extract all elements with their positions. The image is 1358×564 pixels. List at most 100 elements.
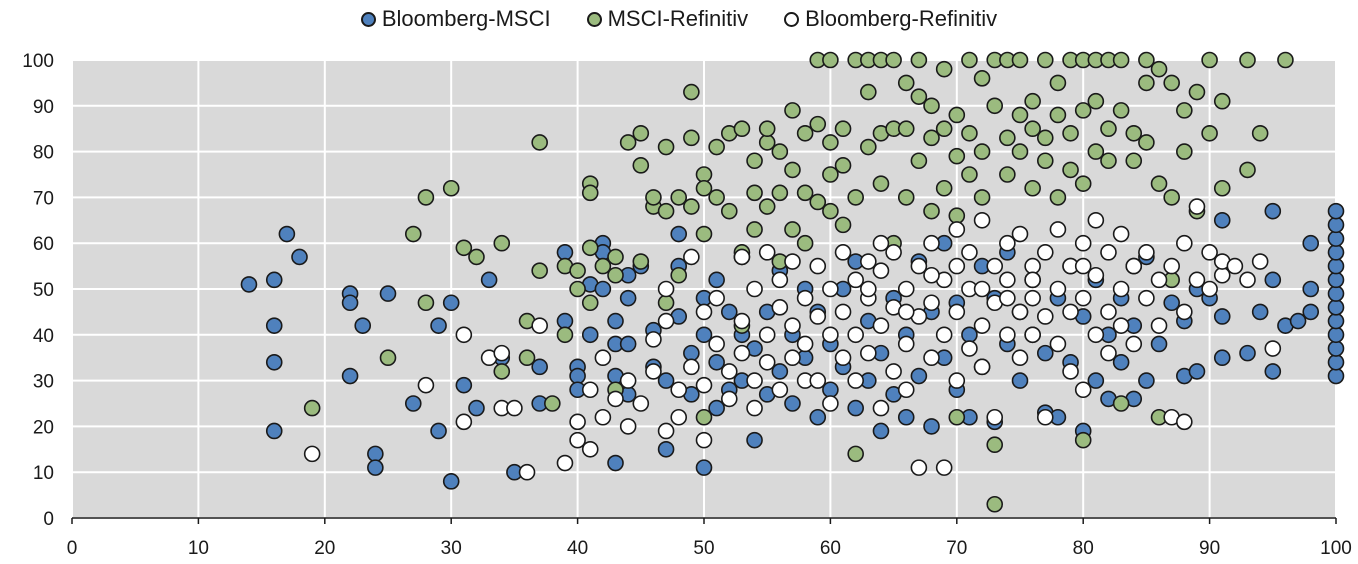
point-msci-refinitiv: [1074, 102, 1092, 119]
point-bloomberg-refinitiv: [834, 303, 852, 321]
y-tick-label: 80: [33, 143, 54, 164]
point-bloomberg-refinitiv: [897, 381, 915, 399]
point-bloomberg-refinitiv: [1024, 326, 1041, 344]
point-bloomberg-refinitiv: [822, 326, 839, 344]
point-bloomberg-refinitiv: [999, 234, 1016, 252]
point-bloomberg-refinitiv: [1011, 303, 1029, 321]
point-msci-refinitiv: [468, 248, 485, 266]
point-bloomberg-msci: [619, 289, 637, 307]
point-bloomberg-msci: [455, 376, 473, 394]
point-msci-refinitiv: [670, 266, 688, 284]
x-tick-label: 40: [567, 538, 588, 559]
point-msci-refinitiv: [796, 124, 814, 142]
point-msci-refinitiv: [645, 189, 662, 206]
point-bloomberg-refinitiv: [771, 271, 789, 289]
point-bloomberg-refinitiv: [1024, 289, 1041, 307]
point-bloomberg-msci: [468, 399, 485, 417]
legend-marker-bloomberg-refinitiv: [784, 11, 800, 27]
point-bloomberg-msci: [278, 225, 296, 243]
point-bloomberg-refinitiv: [683, 248, 700, 266]
point-bloomberg-msci: [1327, 230, 1345, 247]
point-msci-refinitiv: [657, 294, 675, 312]
point-bloomberg-refinitiv: [923, 349, 940, 367]
point-bloomberg-refinitiv: [758, 353, 776, 371]
point-msci-refinitiv: [860, 83, 877, 101]
point-bloomberg-refinitiv: [923, 294, 940, 312]
legend-item-msci-refinitiv: MSCI-Refinitiv: [586, 6, 749, 32]
point-bloomberg-refinitiv: [872, 399, 890, 417]
point-msci-refinitiv: [897, 74, 915, 92]
point-bloomberg-msci: [923, 418, 940, 435]
point-msci-refinitiv: [935, 120, 953, 137]
point-bloomberg-msci: [872, 422, 890, 440]
point-bloomberg-refinitiv: [1074, 381, 1092, 399]
y-tick-label: 10: [33, 463, 54, 484]
point-msci-refinitiv: [796, 184, 814, 202]
point-msci-refinitiv: [948, 147, 966, 165]
point-msci-refinitiv: [897, 189, 915, 206]
y-tick-label: 90: [33, 97, 54, 118]
point-bloomberg-refinitiv: [784, 253, 801, 270]
point-msci-refinitiv: [455, 239, 473, 257]
point-bloomberg-msci: [1213, 212, 1231, 229]
point-bloomberg-refinitiv: [1062, 363, 1079, 380]
point-bloomberg-refinitiv: [999, 271, 1016, 289]
point-bloomberg-refinitiv: [645, 363, 662, 380]
y-tick-label: 70: [33, 188, 54, 209]
x-tick-label: 80: [1073, 538, 1094, 559]
point-msci-refinitiv: [581, 239, 599, 257]
point-bloomberg-refinitiv: [860, 280, 877, 298]
point-bloomberg-refinitiv: [683, 358, 700, 376]
point-bloomberg-refinitiv: [569, 431, 586, 449]
point-bloomberg-msci: [708, 399, 725, 417]
point-msci-refinitiv: [948, 106, 966, 124]
point-msci-refinitiv: [1213, 92, 1231, 110]
point-msci-refinitiv: [607, 266, 624, 284]
point-bloomberg-msci: [1327, 285, 1345, 302]
point-bloomberg-msci: [1302, 303, 1320, 321]
point-msci-refinitiv: [1251, 124, 1269, 142]
point-msci-refinitiv: [379, 349, 397, 367]
point-bloomberg-refinitiv: [897, 280, 915, 298]
point-msci-refinitiv: [619, 134, 637, 151]
point-bloomberg-msci: [442, 294, 460, 312]
point-bloomberg-msci: [1302, 234, 1320, 252]
point-bloomberg-msci: [265, 422, 283, 440]
point-bloomberg-refinitiv: [1125, 257, 1143, 275]
x-tick-label: 70: [946, 538, 967, 559]
point-bloomberg-refinitiv: [1138, 289, 1155, 307]
point-bloomberg-refinitiv: [569, 413, 586, 431]
point-bloomberg-refinitiv: [531, 317, 548, 334]
point-bloomberg-refinitiv: [847, 372, 864, 389]
point-msci-refinitiv: [303, 399, 321, 417]
point-msci-refinitiv: [493, 363, 511, 380]
point-msci-refinitiv: [1087, 92, 1105, 110]
point-msci-refinitiv: [1074, 175, 1092, 192]
point-msci-refinitiv: [1049, 189, 1067, 206]
point-bloomberg-refinitiv: [1011, 225, 1029, 243]
point-msci-refinitiv: [822, 134, 839, 151]
point-bloomberg-refinitiv: [619, 372, 637, 389]
point-msci-refinitiv: [986, 97, 1004, 115]
point-bloomberg-refinitiv: [518, 463, 536, 481]
point-msci-refinitiv: [670, 189, 688, 206]
point-bloomberg-refinitiv: [746, 280, 763, 298]
point-bloomberg-msci: [404, 395, 422, 412]
point-bloomberg-msci: [695, 326, 713, 344]
legend-label-msci-refinitiv: MSCI-Refinitiv: [607, 6, 749, 31]
point-bloomberg-refinitiv: [720, 363, 738, 380]
point-msci-refinitiv: [1062, 124, 1079, 142]
y-tick-label: 40: [33, 326, 54, 347]
point-bloomberg-refinitiv: [1049, 221, 1067, 238]
point-msci-refinitiv: [607, 248, 624, 266]
point-bloomberg-msci: [480, 271, 498, 289]
point-bloomberg-msci: [1188, 363, 1206, 380]
point-msci-refinitiv: [847, 445, 864, 463]
x-tick-label: 90: [1199, 538, 1220, 559]
point-msci-refinitiv: [1036, 51, 1054, 69]
point-msci-refinitiv: [594, 257, 612, 275]
point-bloomberg-msci: [1327, 326, 1345, 344]
point-msci-refinitiv: [973, 143, 991, 160]
point-bloomberg-msci: [1327, 299, 1345, 316]
